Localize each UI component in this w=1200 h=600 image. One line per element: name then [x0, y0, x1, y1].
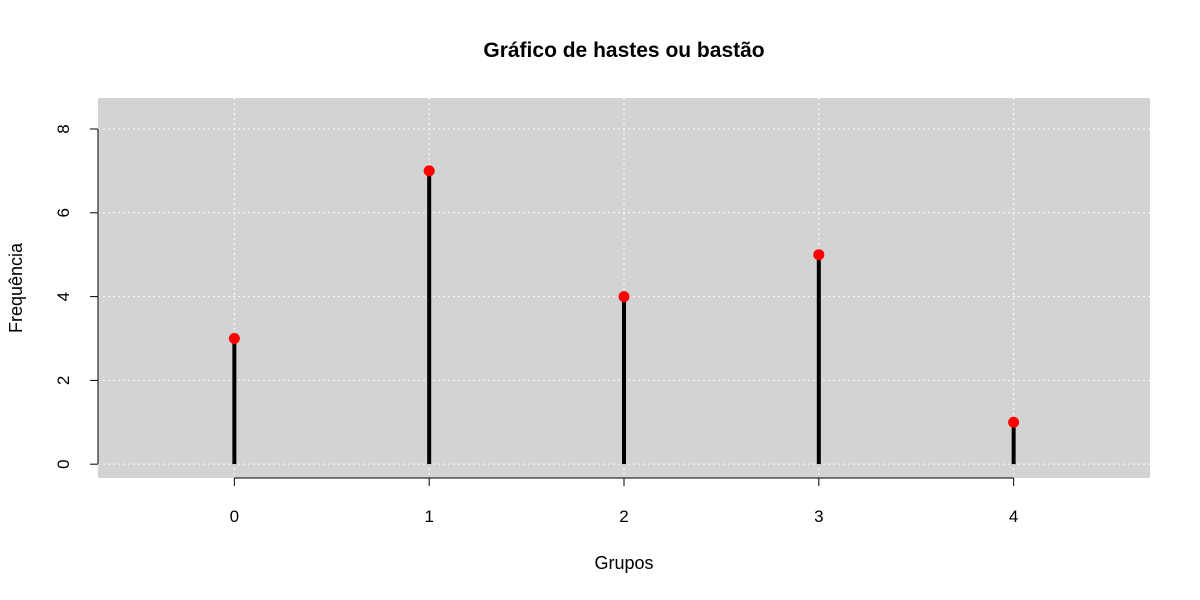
x-tick-label: 1 [424, 507, 433, 526]
x-tick-label: 3 [814, 507, 823, 526]
y-axis-label: Frequência [6, 242, 26, 333]
stem-point-2 [618, 291, 630, 303]
x-tick-label: 4 [1009, 507, 1018, 526]
x-axis: 0 1 2 3 4 [230, 477, 1018, 526]
stem-point-3 [813, 249, 825, 261]
y-tick-label: 4 [54, 292, 73, 301]
x-tick-label: 2 [619, 507, 628, 526]
y-tick-label: 8 [54, 124, 73, 133]
stem-point-1 [423, 165, 435, 177]
stem-point-4 [1008, 416, 1020, 428]
stem-point-0 [228, 332, 240, 344]
x-tick-label: 0 [230, 507, 239, 526]
y-tick-label: 0 [54, 459, 73, 468]
x-axis-label: Grupos [594, 553, 653, 573]
stem-points [228, 165, 1020, 428]
y-tick-label: 2 [54, 376, 73, 385]
y-tick-label: 6 [54, 208, 73, 217]
y-axis: 0 2 4 6 8 [54, 124, 99, 469]
chart-title: Gráfico de hastes ou bastão [483, 39, 764, 62]
stems [232, 170, 1016, 465]
